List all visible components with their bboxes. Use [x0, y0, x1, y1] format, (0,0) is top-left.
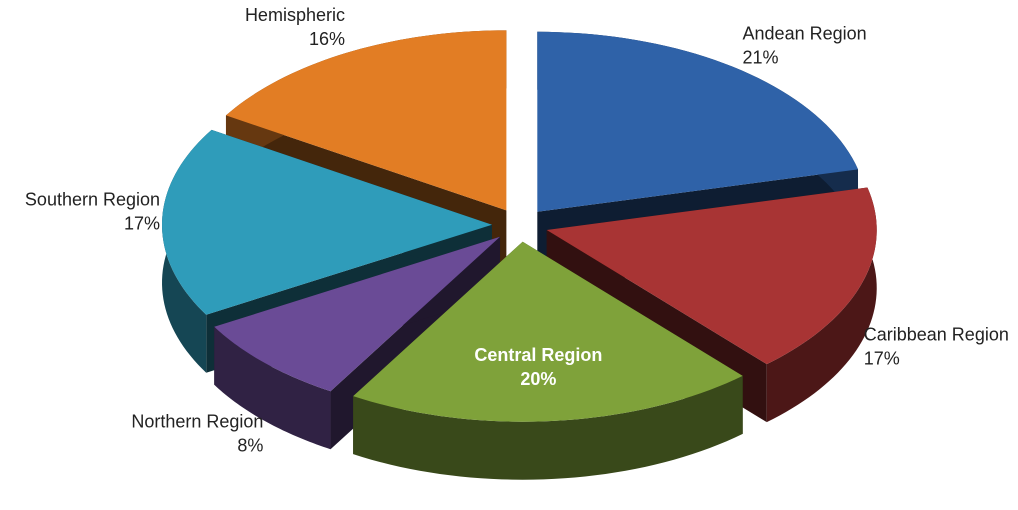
slice-top — [353, 241, 743, 422]
value-label: 17% — [864, 349, 900, 369]
slice-top — [546, 187, 877, 365]
slice-top — [225, 30, 507, 211]
slice-side — [766, 187, 877, 423]
slice-top — [537, 31, 859, 212]
value-label: 16% — [309, 29, 345, 49]
slice-top — [162, 129, 493, 315]
value-label: 17% — [124, 213, 160, 233]
slice-top — [214, 236, 501, 392]
value-label: 8% — [237, 436, 263, 456]
value-label: 21% — [743, 48, 779, 68]
category-label: Caribbean Region — [864, 325, 1009, 345]
category-label: Southern Region — [25, 189, 160, 209]
category-label: Northern Region — [131, 412, 263, 432]
category-label: Andean Region — [743, 24, 867, 44]
slice-side — [353, 375, 743, 480]
category-label: Hemispheric — [245, 5, 345, 25]
slice-side — [214, 326, 331, 450]
value-label: 20% — [520, 369, 556, 389]
category-label: Central Region — [474, 345, 602, 365]
slice — [353, 241, 743, 480]
